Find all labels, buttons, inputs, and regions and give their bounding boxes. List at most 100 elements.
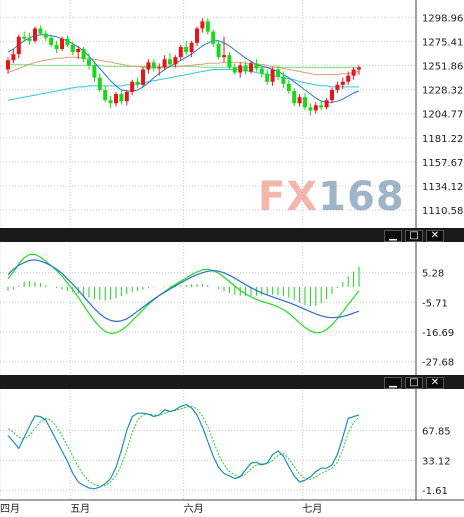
candle-body <box>135 81 140 85</box>
price-tick-label: 1298.96 <box>422 13 463 24</box>
candle-body <box>286 83 291 91</box>
maximize-icon: □ <box>409 230 419 241</box>
watermark-168: 168 <box>318 174 405 220</box>
macd-tick-label: -5.71 <box>422 298 448 309</box>
kdj-maximize-button[interactable]: □ <box>405 377 423 389</box>
candle-body <box>81 49 86 60</box>
candle-body <box>27 38 32 41</box>
candle-body <box>16 36 21 55</box>
candle-body <box>33 28 37 41</box>
candle-body <box>38 28 43 34</box>
candle-body <box>103 89 108 101</box>
price-tick-label: 1110.58 <box>422 206 463 217</box>
candle-body <box>114 94 118 104</box>
candle-body <box>357 67 361 70</box>
macd-pane-header <box>0 228 464 242</box>
candle-body <box>22 36 27 39</box>
candle-body <box>297 97 302 104</box>
candle-body <box>351 69 356 76</box>
kdj-tick-label: 33.12 <box>422 456 451 467</box>
candle-body <box>227 55 232 68</box>
price-tick-label: 1157.67 <box>422 158 463 169</box>
candle-body <box>11 54 16 61</box>
candle-body <box>54 44 59 49</box>
month-label: 六月 <box>184 503 204 515</box>
candle-body <box>211 31 216 44</box>
candle-body <box>108 100 113 104</box>
price-tick-label: 1251.86 <box>422 62 463 73</box>
candle-body <box>303 97 307 108</box>
kdj-d-line <box>7 405 360 487</box>
candle-body <box>162 59 167 68</box>
candle-body <box>324 100 329 108</box>
candle-body <box>87 59 91 66</box>
candle-body <box>238 65 243 73</box>
candle-body <box>146 62 151 70</box>
minimize-icon: ▁ <box>389 377 397 388</box>
candle-body <box>76 49 81 53</box>
candle-body <box>232 67 237 73</box>
candle-body <box>184 46 189 53</box>
candle-body <box>151 62 156 69</box>
candle-body <box>340 81 345 85</box>
candle-body <box>254 63 259 69</box>
candle-body <box>189 42 194 53</box>
price-tick-label: 1228.32 <box>422 86 463 97</box>
candle-body <box>319 105 324 108</box>
kdj-pane-header <box>0 375 464 389</box>
macd-dea-line <box>7 253 360 335</box>
macd-tick-label: -27.68 <box>422 358 454 369</box>
candle-body <box>70 44 75 53</box>
month-label: 七月 <box>302 503 322 515</box>
candle-body <box>205 21 210 32</box>
close-icon: ✕ <box>430 230 440 241</box>
candle-body <box>222 55 226 58</box>
candle-body <box>92 65 97 78</box>
watermark-fx: FX <box>258 174 319 220</box>
candle-body <box>168 59 172 65</box>
month-label: 四月 <box>0 503 20 515</box>
kdj-minimize-button[interactable]: ▁ <box>384 377 402 389</box>
watermark-logo: FX168 <box>258 173 405 221</box>
candle-body <box>195 28 199 43</box>
pane-background <box>0 390 416 500</box>
candle-body <box>43 33 48 38</box>
price-tick-label: 1181.22 <box>422 134 463 145</box>
kdj-tick-label: -1.61 <box>422 486 448 497</box>
candle-body <box>281 76 286 84</box>
candle-body <box>346 75 351 82</box>
macd-dif-line <box>7 259 360 323</box>
candle-body <box>60 38 64 49</box>
pane-background <box>0 243 416 374</box>
kdj-close-button[interactable]: ✕ <box>426 377 444 389</box>
close-icon: ✕ <box>430 377 440 388</box>
candle-body <box>259 68 264 74</box>
candle-body <box>130 81 135 92</box>
candle-body <box>178 46 183 58</box>
candle-body <box>200 21 205 29</box>
kdj-tick-label: 67.85 <box>422 427 451 438</box>
candle-body <box>97 77 102 90</box>
macd-close-button[interactable]: ✕ <box>426 230 444 242</box>
candle-body <box>330 89 334 101</box>
candle-body <box>270 69 275 82</box>
candle-body <box>173 57 178 65</box>
ma-mid-line <box>7 69 359 101</box>
maximize-icon: □ <box>409 377 419 388</box>
month-label: 五月 <box>70 503 90 515</box>
candle-body <box>119 94 124 102</box>
price-tick-label: 1204.77 <box>422 110 463 121</box>
candle-body <box>265 73 270 82</box>
kdj-k-line <box>7 403 360 490</box>
macd-minimize-button[interactable]: ▁ <box>384 230 402 242</box>
price-tick-label: 1134.12 <box>422 182 463 193</box>
candle-body <box>49 37 54 45</box>
macd-tick-label: 5.28 <box>422 269 444 280</box>
candle-body <box>141 69 145 85</box>
macd-maximize-button[interactable]: □ <box>405 230 423 242</box>
candle-body <box>65 38 70 45</box>
candle-body <box>276 69 280 77</box>
candle-body <box>313 105 318 111</box>
